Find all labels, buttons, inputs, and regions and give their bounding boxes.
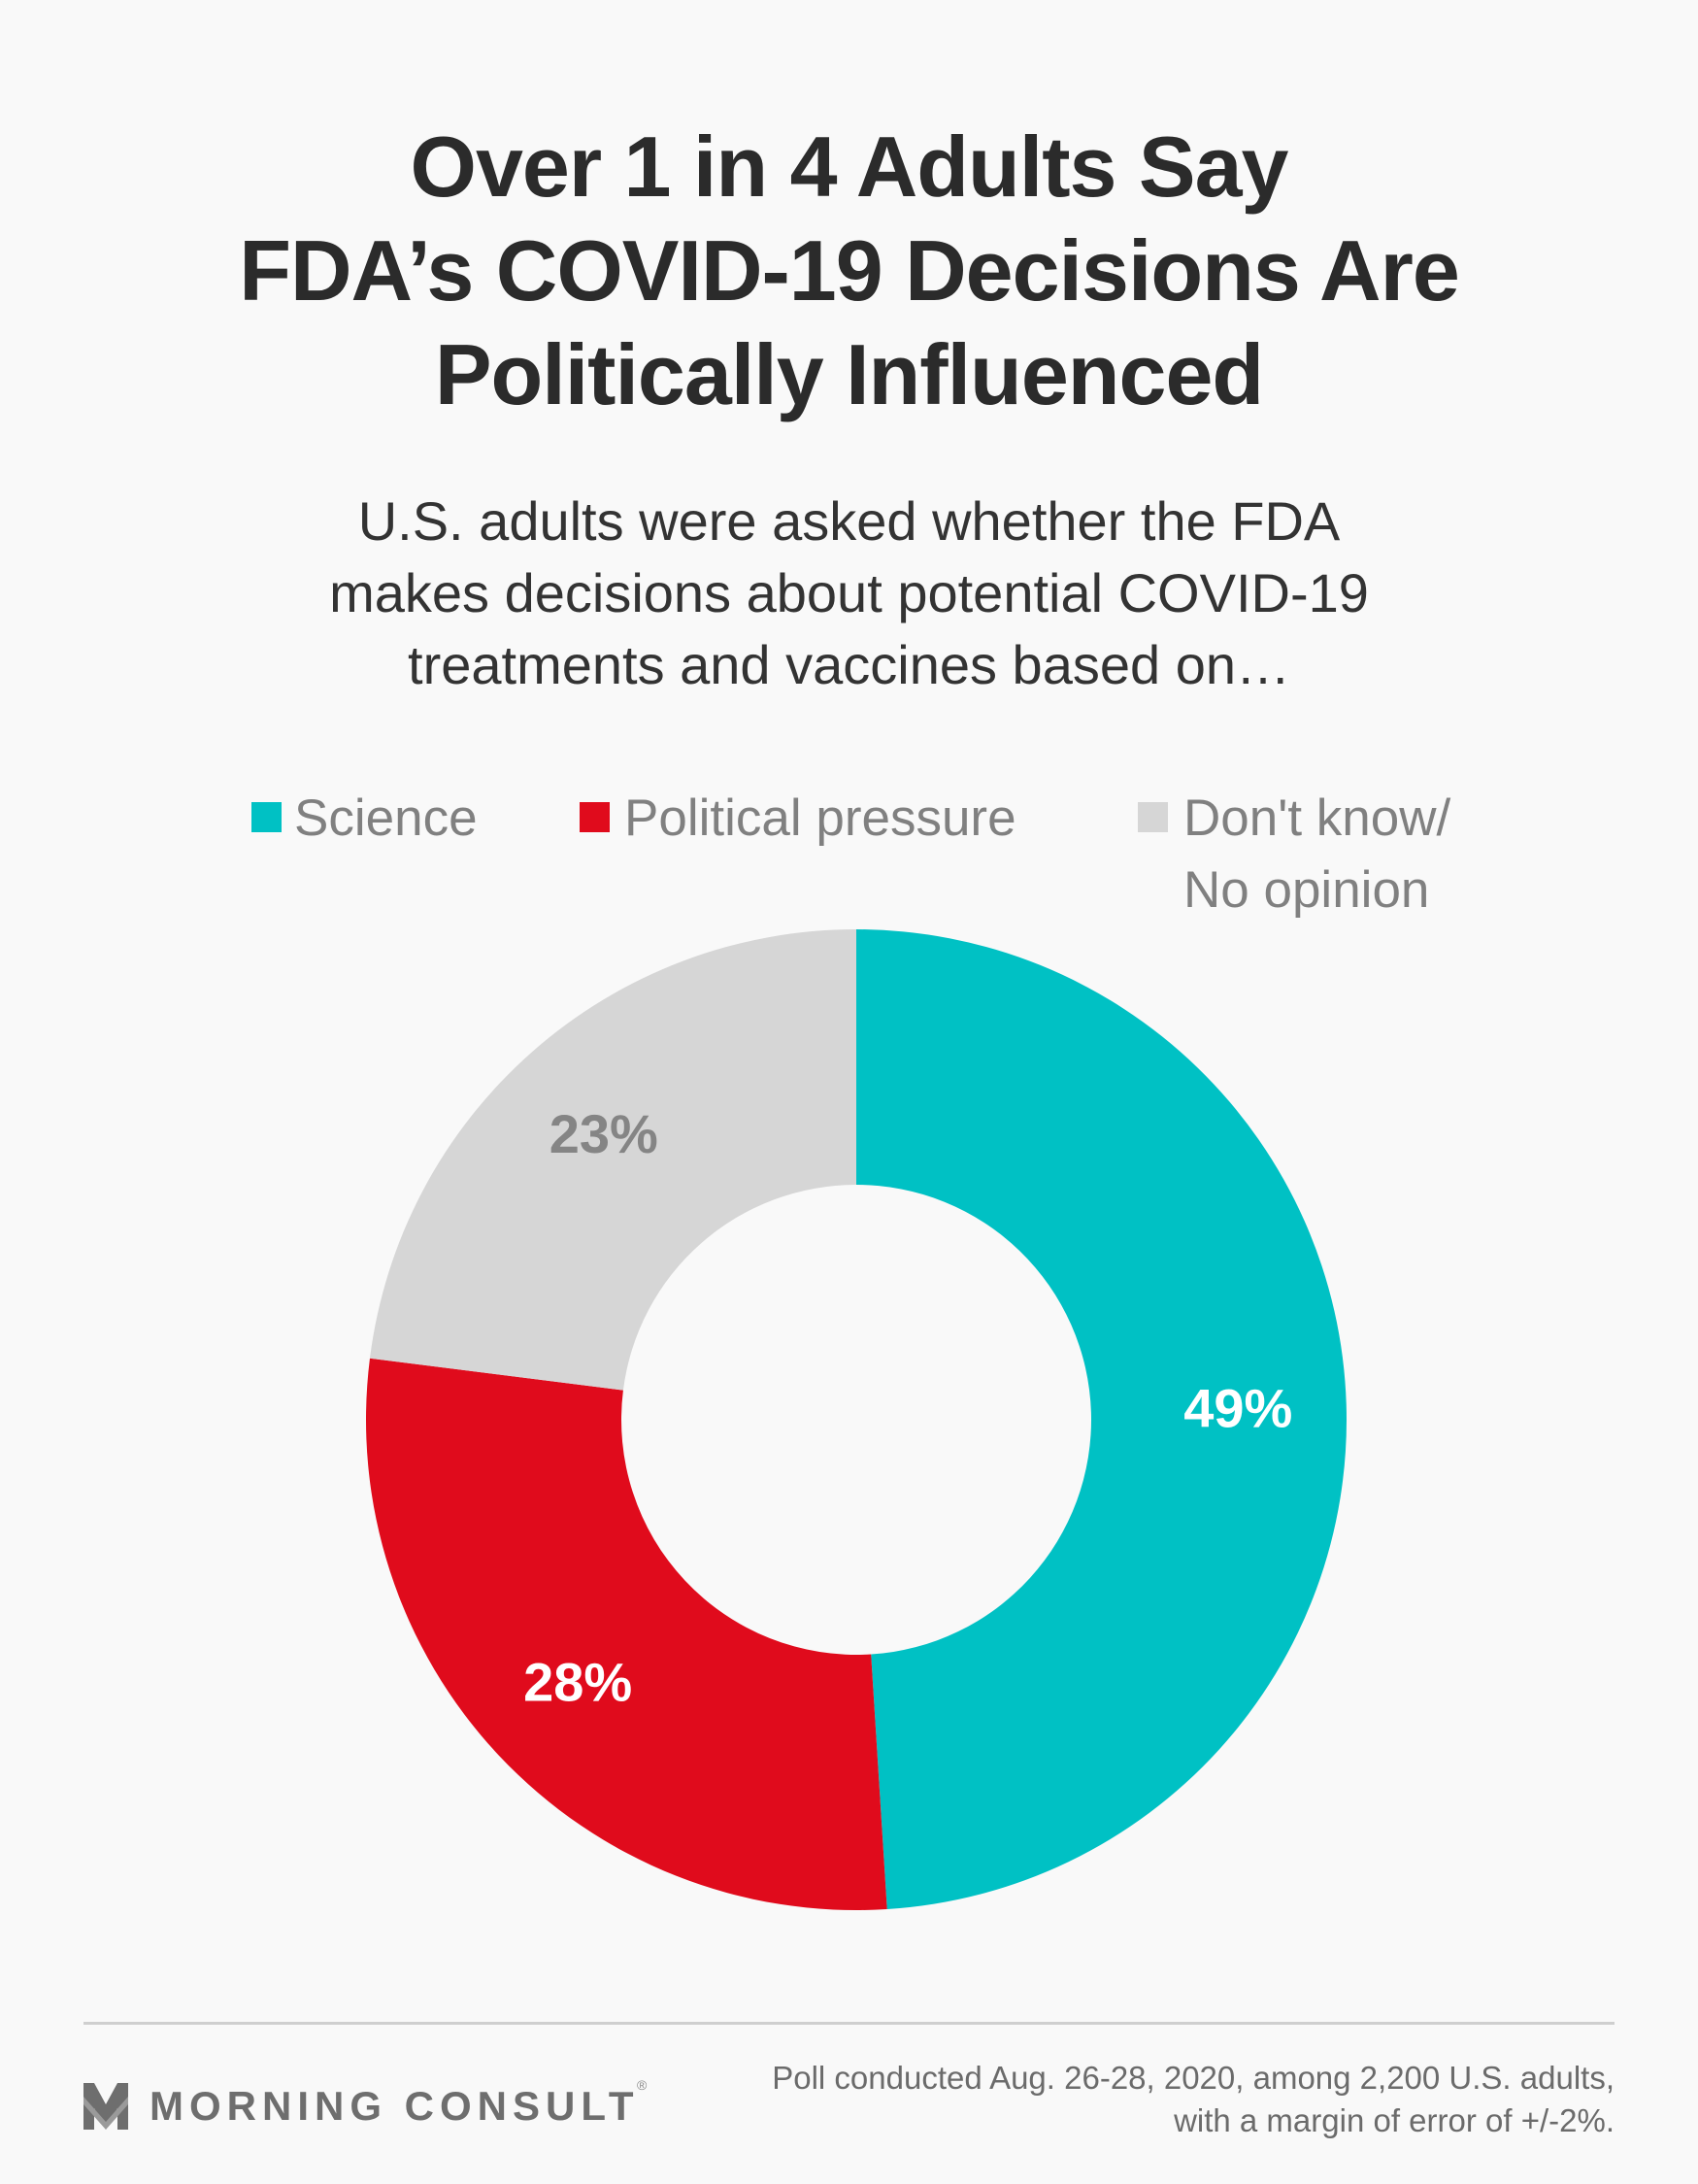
note-line-2: with a margin of error of +/-2%. (1174, 2102, 1615, 2138)
registered-mark: ® (637, 2077, 648, 2093)
legend-label-political-pressure: Political pressure (624, 790, 1016, 847)
poll-methodology-note: Poll conducted Aug. 26-28, 2020, among 2… (772, 2057, 1615, 2142)
legend-swatch-science (251, 802, 282, 832)
legend-swatch-dont-know (1138, 802, 1168, 832)
donut-slice-science (856, 929, 1348, 1910)
legend-label-dont-know-line-2: No opinion (1183, 861, 1430, 919)
donut-slice-political-pressure (365, 1358, 887, 1911)
title-line-2: FDA’s COVID-19 Decisions Are (239, 222, 1460, 319)
subtitle-line-2: makes decisions about potential COVID-19 (329, 562, 1369, 623)
data-label-dont-know: 23% (549, 1103, 658, 1164)
title-line-3: Politically Influenced (434, 326, 1264, 422)
title-line-1: Over 1 in 4 Adults Say (410, 118, 1289, 215)
note-line-1: Poll conducted Aug. 26-28, 2020, among 2… (772, 2060, 1615, 2096)
chart-subtitle: U.S. adults were asked whether the FDA m… (0, 486, 1698, 701)
data-label-political-pressure: 28% (523, 1651, 632, 1712)
footer-divider (83, 2022, 1615, 2025)
subtitle-line-1: U.S. adults were asked whether the FDA (357, 490, 1341, 552)
legend-label-science: Science (294, 790, 478, 847)
donut-slice-dont-know (369, 929, 856, 1391)
legend-swatch-political-pressure (580, 802, 610, 832)
subtitle-line-3: treatments and vaccines based on… (408, 634, 1290, 695)
chart-title: Over 1 in 4 Adults Say FDA’s COVID-19 De… (0, 115, 1698, 426)
data-label-science: 49% (1183, 1378, 1292, 1439)
legend-label-dont-know-line-1: Don't know/ (1183, 790, 1451, 847)
morning-consult-logo: MORNING CONSULT ® (83, 2077, 666, 2130)
morning-consult-mark-icon (83, 2083, 128, 2130)
brand-name: MORNING CONSULT (150, 2083, 640, 2129)
